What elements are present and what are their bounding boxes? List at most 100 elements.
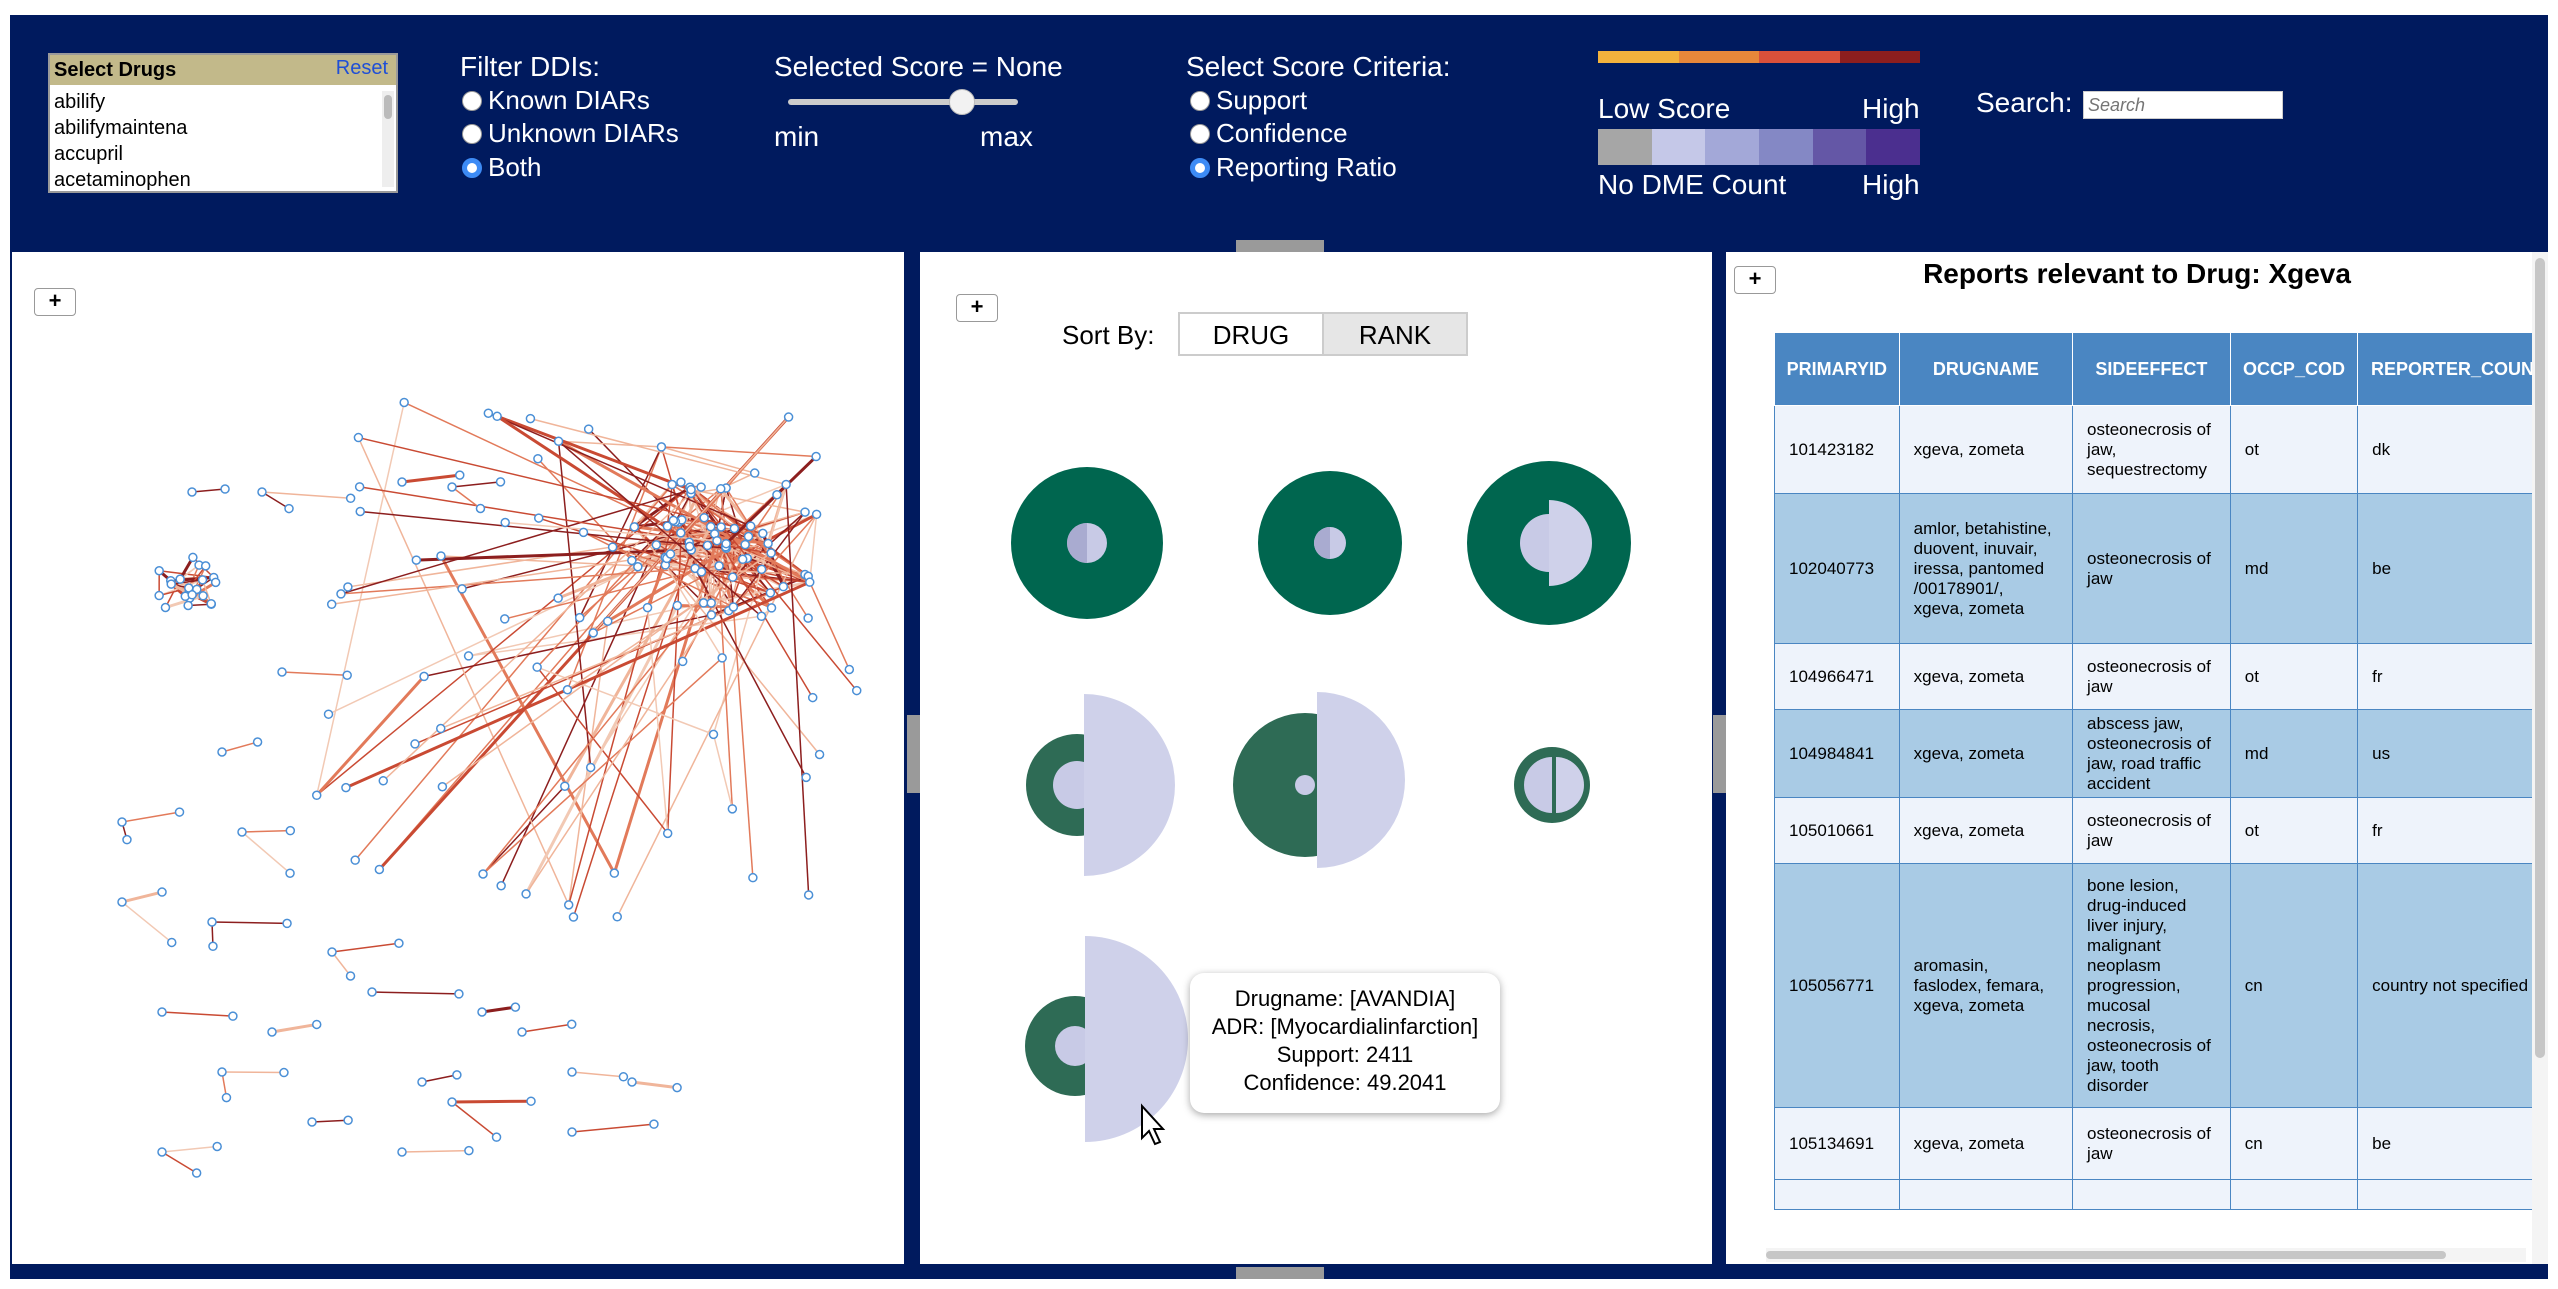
drug-node[interactable] bbox=[578, 527, 589, 538]
drug-node[interactable] bbox=[353, 432, 364, 443]
drug-node[interactable] bbox=[475, 503, 486, 514]
sort-rank-button[interactable]: RANK bbox=[1322, 312, 1468, 356]
drug-node[interactable] bbox=[568, 912, 579, 922]
column-header[interactable]: OCCP_COD bbox=[2229, 332, 2359, 406]
drug-node[interactable] bbox=[803, 613, 813, 623]
drug-node[interactable] bbox=[454, 989, 464, 999]
drug-node[interactable] bbox=[217, 1067, 227, 1077]
drug-node[interactable] bbox=[166, 579, 176, 589]
drug-node[interactable] bbox=[417, 1077, 427, 1087]
drug-node[interactable] bbox=[323, 709, 334, 719]
radio-icon[interactable] bbox=[1190, 123, 1210, 144]
drug-node[interactable] bbox=[394, 938, 404, 949]
drug-node[interactable] bbox=[208, 941, 218, 952]
table-row[interactable]: 105134691 xgeva, zometa osteonecrosis of j… bbox=[1774, 1107, 2548, 1180]
drug-node[interactable] bbox=[801, 772, 811, 783]
drug-node[interactable] bbox=[188, 552, 198, 563]
drug-node[interactable] bbox=[399, 397, 409, 408]
drug-node[interactable] bbox=[800, 507, 810, 517]
drug-node[interactable] bbox=[740, 539, 750, 550]
search-input[interactable] bbox=[2083, 91, 2283, 119]
drug-node[interactable] bbox=[651, 540, 662, 550]
drug-node[interactable] bbox=[187, 487, 197, 497]
drug-node[interactable] bbox=[748, 872, 758, 883]
drug-node[interactable] bbox=[721, 538, 731, 549]
drug-node[interactable] bbox=[206, 598, 216, 609]
drug-node[interactable] bbox=[728, 602, 739, 612]
drug-node[interactable] bbox=[706, 521, 716, 532]
drug-node[interactable] bbox=[267, 1027, 277, 1037]
drug-node[interactable] bbox=[525, 413, 536, 424]
drug-list-scrollbar[interactable] bbox=[382, 91, 394, 187]
drug-node[interactable] bbox=[672, 600, 683, 611]
drug-node[interactable] bbox=[553, 436, 564, 446]
drug-node[interactable] bbox=[609, 868, 620, 878]
table-row[interactable]: 104984841 xgeva, zometa abscess jaw, osteo… bbox=[1774, 709, 2548, 798]
drug-node[interactable] bbox=[649, 1119, 659, 1129]
drug-node[interactable] bbox=[221, 1092, 232, 1103]
drug-node[interactable] bbox=[672, 1082, 682, 1093]
drug-node[interactable] bbox=[662, 521, 673, 531]
drug-node[interactable] bbox=[585, 762, 596, 773]
drug-node[interactable] bbox=[618, 1072, 629, 1082]
drug-node[interactable] bbox=[706, 610, 717, 620]
drug-node[interactable] bbox=[708, 729, 719, 740]
drug-node[interactable] bbox=[627, 555, 637, 566]
drug-node[interactable] bbox=[714, 561, 724, 571]
drug-node[interactable] bbox=[668, 515, 679, 526]
table-row[interactable]: 101423182 xgeva, zometa osteonecrosis of j… bbox=[1774, 405, 2548, 494]
adr-glyph[interactable] bbox=[1011, 467, 1163, 619]
drug-node[interactable] bbox=[696, 482, 706, 492]
drug-node[interactable] bbox=[686, 484, 696, 495]
drug-node[interactable] bbox=[642, 602, 653, 613]
criteria-option-support[interactable]: Support bbox=[1190, 85, 1307, 116]
drug-node[interactable] bbox=[491, 1132, 502, 1142]
drug-node[interactable] bbox=[553, 593, 563, 603]
drug-node[interactable] bbox=[811, 451, 821, 462]
drug-node[interactable] bbox=[532, 662, 542, 672]
adr-glyph[interactable] bbox=[1467, 461, 1631, 625]
drug-node[interactable] bbox=[745, 521, 756, 531]
drug-node[interactable] bbox=[603, 616, 613, 626]
drug-node[interactable] bbox=[282, 918, 292, 929]
footer-resize-handle[interactable] bbox=[1236, 1267, 1324, 1279]
drug-node[interactable] bbox=[327, 947, 337, 957]
drug-node[interactable] bbox=[716, 484, 726, 494]
drug-node[interactable] bbox=[154, 590, 164, 601]
drug-node[interactable] bbox=[447, 1097, 457, 1107]
adr-glyph[interactable] bbox=[1025, 936, 1188, 1142]
radio-icon[interactable] bbox=[1190, 90, 1210, 111]
drug-node[interactable] bbox=[397, 477, 407, 487]
drug-node[interactable] bbox=[217, 747, 227, 757]
reports-vertical-scrollbar[interactable] bbox=[2532, 252, 2548, 1264]
drug-node[interactable] bbox=[166, 937, 177, 948]
table-row[interactable]: 104966471 xgeva, zometa osteonecrosis of j… bbox=[1774, 643, 2548, 710]
drug-node[interactable] bbox=[210, 577, 221, 588]
drug-node[interactable] bbox=[457, 584, 467, 594]
drug-node[interactable] bbox=[612, 912, 622, 922]
drug-node[interactable] bbox=[200, 561, 211, 571]
drug-node[interactable] bbox=[727, 804, 738, 814]
criteria-option-reporting-ratio[interactable]: Reporting Ratio bbox=[1190, 152, 1397, 183]
drug-node[interactable] bbox=[567, 1127, 577, 1137]
drug-node[interactable] bbox=[342, 670, 352, 680]
column-header[interactable]: PRIMARYID bbox=[1774, 332, 1900, 406]
drug-node[interactable] bbox=[228, 1011, 238, 1021]
drug-node[interactable] bbox=[154, 565, 164, 576]
drug-node[interactable] bbox=[367, 987, 377, 997]
drug-node[interactable] bbox=[157, 887, 167, 897]
drug-node[interactable] bbox=[567, 1067, 577, 1077]
drug-node[interactable] bbox=[716, 522, 726, 532]
drug-node[interactable] bbox=[463, 651, 474, 661]
drug-node[interactable] bbox=[175, 574, 185, 584]
drug-node[interactable] bbox=[212, 1141, 222, 1152]
panel-resize-handle[interactable] bbox=[907, 715, 921, 793]
drug-list-item[interactable]: abilify bbox=[54, 91, 106, 113]
drug-node[interactable] bbox=[174, 807, 185, 817]
drug-node[interactable] bbox=[563, 900, 574, 910]
drug-node[interactable] bbox=[717, 653, 727, 663]
drug-node[interactable] bbox=[574, 612, 585, 623]
drug-node[interactable] bbox=[684, 541, 695, 552]
criteria-option-confidence[interactable]: Confidence bbox=[1190, 118, 1348, 149]
drug-node[interactable] bbox=[811, 509, 822, 520]
